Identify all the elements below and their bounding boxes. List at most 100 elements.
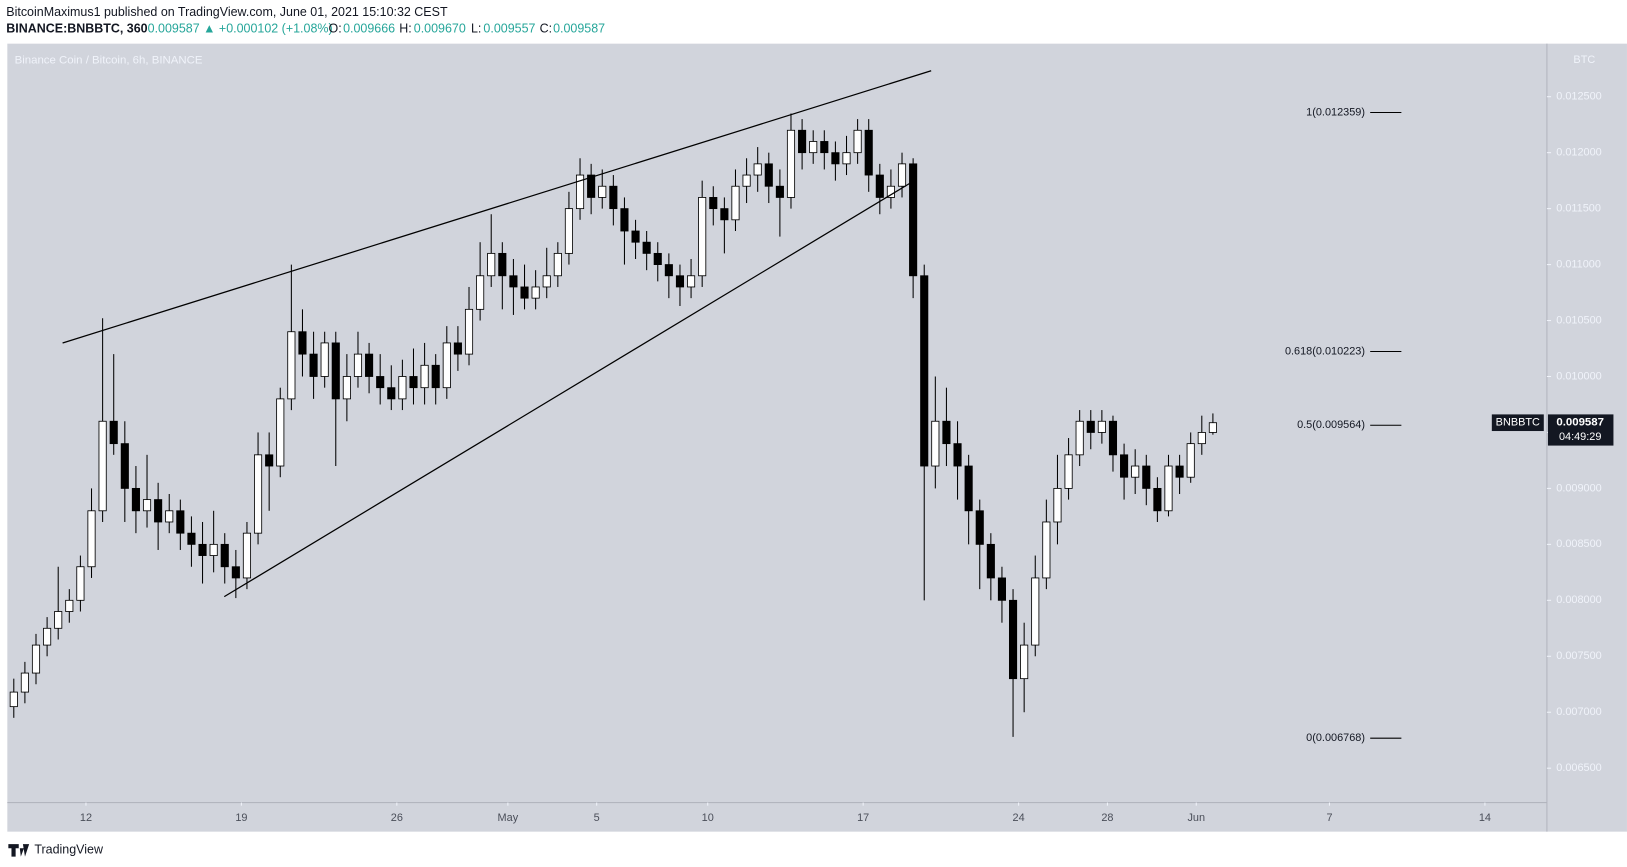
candle-body — [409, 376, 418, 389]
candle-body — [65, 599, 74, 612]
candle-body — [653, 252, 662, 265]
y-tick-label: 0.012000 — [1556, 147, 1602, 159]
plot-background — [7, 43, 1547, 803]
candle-body — [442, 342, 451, 389]
candle-body — [786, 129, 796, 198]
y-tick-label: 0.011500 — [1556, 202, 1601, 214]
fib-label: 1(0.012359) — [1306, 106, 1365, 118]
x-tick-label: 24 — [1013, 812, 1025, 824]
candle-body — [620, 208, 629, 232]
candle-body — [864, 129, 873, 176]
x-tick-label: 12 — [80, 812, 92, 824]
candle-body — [1208, 422, 1217, 433]
candle-body — [687, 275, 696, 288]
candle-body — [1086, 420, 1095, 433]
candle-body — [464, 308, 474, 355]
high-label: H: — [399, 21, 411, 35]
candle-body — [964, 465, 973, 512]
candle-body — [398, 376, 407, 400]
candle-body — [54, 611, 63, 629]
candle-body — [98, 420, 107, 512]
candle-body — [1186, 443, 1195, 478]
trendline — [223, 182, 911, 598]
y-tick-label: 0.008000 — [1556, 594, 1602, 606]
candle-body — [1131, 465, 1140, 478]
candle-body — [231, 566, 240, 579]
candle-body — [775, 185, 784, 198]
fib-label: 0.5(0.009564) — [1297, 419, 1365, 431]
y-tick-label: 0.010500 — [1556, 314, 1602, 326]
candle-body — [1064, 454, 1073, 489]
logo-icon — [8, 844, 30, 857]
fib-label: 0.618(0.010223) — [1285, 345, 1365, 357]
candle-body — [575, 174, 585, 210]
footer-brand: TradingView — [34, 843, 104, 857]
candle-body — [920, 275, 929, 467]
ohlc-header: BINANCE:BNBBTC, 360 0.009587 ▲ +0.000102… — [6, 21, 605, 35]
candle-body — [642, 241, 651, 254]
y-tick-label: 0.010000 — [1556, 370, 1602, 382]
candle-body — [1142, 465, 1151, 489]
symbol-tag — [1491, 414, 1544, 432]
candle-body — [353, 353, 363, 377]
candle-body — [842, 152, 851, 165]
candle-body — [365, 353, 374, 377]
candle-body — [154, 499, 163, 523]
open-value: 0.009666 — [343, 21, 395, 35]
candle-body — [809, 141, 818, 154]
candle-body — [631, 230, 640, 243]
symbol: BINANCE:BNBBTC, 360 — [6, 21, 147, 35]
candle-body — [931, 420, 940, 467]
x-tick-label: Jun — [1187, 812, 1205, 824]
x-tick-label: 17 — [857, 812, 869, 824]
high-value: 0.009670 — [414, 21, 466, 35]
candle-body — [731, 185, 740, 221]
last-change: 0.009587 ▲ +0.000102 (+1.08%) — [148, 21, 333, 35]
candle-body — [1153, 487, 1162, 512]
y-tick-label: 0.011000 — [1556, 258, 1601, 270]
candle-body — [120, 443, 129, 489]
price-unit: BTC — [1573, 54, 1595, 66]
candle-body — [20, 672, 29, 693]
candle-body — [298, 331, 307, 355]
candle-body — [1020, 644, 1029, 680]
y-tick-label: 0.012500 — [1556, 91, 1602, 103]
candle-body — [1197, 432, 1206, 445]
candle-body — [487, 252, 496, 277]
candle-body — [1175, 465, 1184, 478]
candle-body — [897, 163, 907, 187]
y-tick-label: 0.008500 — [1556, 538, 1602, 550]
low-value: 0.009557 — [483, 21, 535, 35]
candle-body — [997, 577, 1007, 601]
low-label: L: — [471, 21, 481, 35]
candle-body — [720, 208, 729, 221]
published-line: BitcoinMaximus1 published on TradingView… — [6, 5, 448, 19]
candle-body — [276, 398, 285, 467]
candle-body — [753, 163, 762, 176]
candle-body — [342, 376, 351, 400]
candle-body — [209, 543, 218, 556]
candle-body — [376, 376, 385, 389]
candle-body — [187, 532, 196, 545]
candle-body — [220, 543, 229, 568]
candle-body — [598, 185, 607, 198]
candle-body — [31, 644, 41, 674]
candle-body — [176, 510, 185, 534]
trendline — [62, 70, 932, 344]
candle-body — [453, 342, 462, 355]
candle-body — [1031, 577, 1040, 646]
candle-body — [542, 275, 551, 288]
candle-body — [9, 691, 18, 708]
candle-body — [1053, 487, 1062, 523]
y-tick-label: 0.007000 — [1556, 706, 1602, 718]
candle-body — [1097, 420, 1106, 433]
candle-body — [853, 129, 862, 154]
candle-body — [975, 510, 984, 545]
x-tick-label: 19 — [235, 812, 247, 824]
symbol-tag-label: BNBBTC — [1496, 417, 1540, 429]
candle-body — [420, 364, 429, 389]
y-tick-label: 0.007500 — [1556, 650, 1602, 662]
candle-body — [820, 141, 829, 154]
candle-body — [609, 185, 618, 210]
